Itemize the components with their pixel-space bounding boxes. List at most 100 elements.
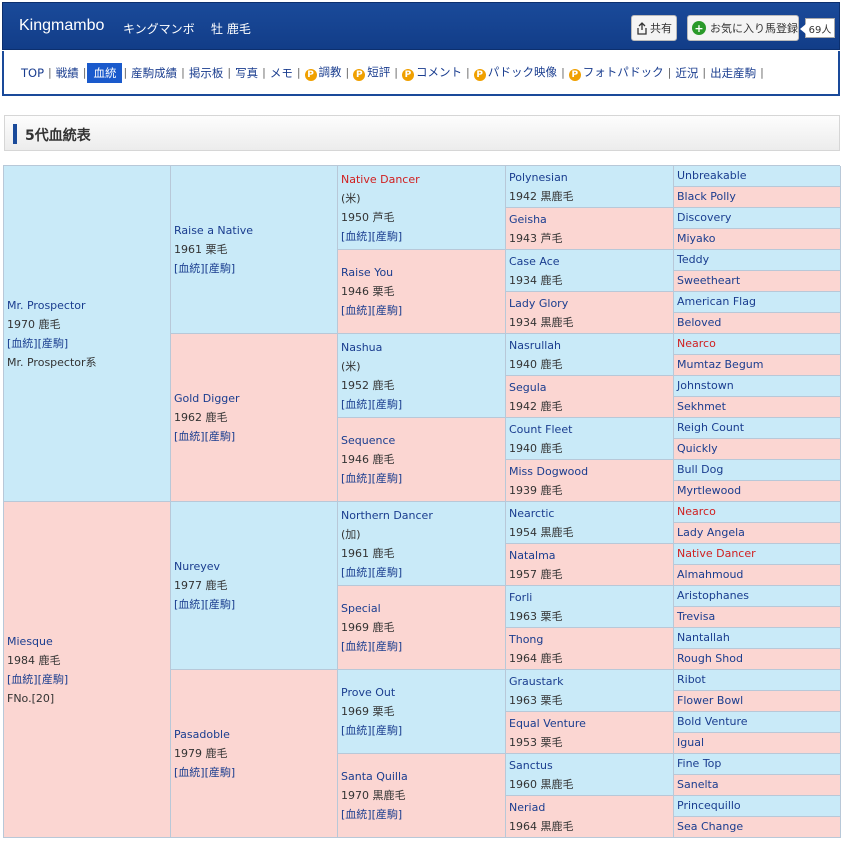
pedigree-links[interactable]: [血統][産駒] (174, 766, 236, 779)
nav-item[interactable]: 写真 (232, 63, 261, 83)
horse-link[interactable]: Graustark (509, 674, 564, 688)
horse-link[interactable]: Nantallah (677, 631, 730, 644)
horse-link[interactable]: Nasrullah (509, 338, 562, 352)
nav-item[interactable]: TOP (18, 64, 47, 82)
nav-item[interactable]: P 短評 (350, 62, 393, 83)
pedigree-cell: Nearco (674, 334, 841, 355)
nav-item[interactable]: 掲示板 (186, 63, 227, 83)
section-bar (13, 124, 17, 144)
horse-link[interactable]: Sequence (341, 434, 396, 447)
horse-link[interactable]: Reigh Count (677, 421, 745, 434)
share-button[interactable]: 共有 (631, 15, 677, 41)
nav-item[interactable]: 血統 (87, 62, 123, 83)
pedigree-links[interactable]: [血統][産駒] (341, 565, 403, 579)
horse-link[interactable]: Discovery (677, 211, 732, 224)
nav-item[interactable]: 産駒成績 (128, 63, 180, 83)
horse-link[interactable]: Sweetheart (677, 274, 741, 287)
horse-link[interactable]: Quickly (677, 442, 718, 455)
horse-link[interactable]: Prove Out (341, 686, 396, 699)
horse-link[interactable]: Raise a Native (174, 224, 254, 237)
horse-link[interactable]: Ribot (677, 673, 706, 686)
pedigree-cell: Teddy (674, 250, 841, 271)
nav-item[interactable]: P フォトパドック (566, 62, 667, 83)
nav-item[interactable]: メモ (267, 63, 296, 83)
horse-link[interactable]: Raise You (341, 266, 394, 279)
horse-link[interactable]: Polynesian (509, 170, 568, 184)
nav-item[interactable]: 戦績 (53, 63, 82, 83)
horse-link[interactable]: Natalma (509, 548, 556, 562)
horse-link[interactable]: Santa Quilla (341, 770, 408, 783)
horse-link[interactable]: Sanelta (677, 778, 719, 791)
horse-link[interactable]: Forli (509, 590, 533, 604)
horse-link[interactable]: Segula (509, 380, 547, 394)
nav-item[interactable]: P コメント (399, 62, 465, 83)
horse-link[interactable]: Sea Change (677, 820, 744, 833)
pedigree-links[interactable]: [血統][産駒] (341, 640, 403, 653)
pedigree-links[interactable]: [血統][産駒] (341, 724, 403, 737)
horse-link[interactable]: Fine Top (677, 757, 722, 770)
horse-link[interactable]: Bull Dog (677, 463, 724, 476)
pedigree-cell: Almahmoud (674, 565, 841, 586)
horse-link[interactable]: Black Polly (677, 190, 736, 203)
pedigree-links[interactable]: [血統][産駒] (174, 598, 236, 611)
favorite-button[interactable]: + お気に入り馬登録 (687, 15, 799, 41)
horse-link[interactable]: Mr. Prospector (7, 298, 86, 312)
pedigree-cell: Geisha 1943 芦毛 (506, 208, 674, 250)
horse-link[interactable]: Miss Dogwood (509, 464, 589, 478)
horse-link[interactable]: American Flag (677, 295, 756, 308)
horse-link[interactable]: Almahmoud (677, 568, 744, 581)
horse-link[interactable]: Nashua (341, 340, 383, 354)
horse-link[interactable]: Myrtlewood (677, 484, 742, 497)
pedigree-links[interactable]: [血統][産駒] (7, 672, 69, 686)
horse-link[interactable]: Native Dancer (341, 172, 420, 186)
horse-link[interactable]: Johnstown (677, 379, 734, 392)
pedigree-links[interactable]: [血統][産駒] (174, 430, 236, 443)
horse-link[interactable]: Rough Shod (677, 652, 743, 665)
horse-link[interactable]: Lady Angela (677, 526, 745, 539)
horse-link[interactable]: Pasadoble (174, 728, 230, 741)
horse-link[interactable]: Beloved (677, 316, 722, 329)
horse-link[interactable]: Mumtaz Begum (677, 358, 764, 371)
horse-link[interactable]: Northern Dancer (341, 508, 433, 522)
horse-origin: (米) (341, 191, 361, 205)
horse-link[interactable]: Unbreakable (677, 169, 747, 182)
horse-link[interactable]: Equal Venture (509, 716, 586, 730)
horse-link[interactable]: Trevisa (677, 610, 716, 623)
pedigree-links[interactable]: [血統][産駒] (341, 472, 403, 485)
horse-link[interactable]: Thong (509, 632, 544, 646)
horse-link[interactable]: Special (341, 602, 381, 615)
horse-link[interactable]: Aristophanes (677, 589, 750, 602)
horse-link[interactable]: Gold Digger (174, 392, 240, 405)
pedigree-links[interactable]: [血統][産駒] (174, 262, 236, 275)
horse-link[interactable]: Case Ace (509, 254, 560, 268)
pedigree-links[interactable]: [血統][産駒] (341, 397, 403, 411)
horse-link[interactable]: Princequillo (677, 799, 741, 812)
pedigree-links[interactable]: [血統][産駒] (341, 808, 403, 821)
nav-item[interactable]: 近況 (672, 63, 701, 83)
pedigree-links[interactable]: [血統][産駒] (7, 336, 69, 350)
horse-link[interactable]: Miesque (7, 634, 53, 648)
nav-item[interactable]: P 調教 (302, 62, 345, 83)
horse-link[interactable]: Nureyev (174, 560, 221, 573)
horse-link[interactable]: Sanctus (509, 758, 553, 772)
horse-link[interactable]: Bold Venture (677, 715, 748, 728)
horse-link[interactable]: Sekhmet (677, 400, 726, 413)
horse-link[interactable]: Teddy (677, 253, 710, 266)
pedigree-links[interactable]: [血統][産駒] (341, 304, 403, 317)
horse-link[interactable]: Flower Bowl (677, 694, 744, 707)
horse-link[interactable]: Native Dancer (677, 547, 756, 560)
horse-link[interactable]: Nearctic (509, 506, 555, 520)
nav-item[interactable]: P パドック映像 (471, 62, 560, 83)
nav-item-label: 出走産駒 (710, 65, 757, 80)
pedigree-cell: Trevisa (674, 607, 841, 628)
horse-link[interactable]: Miyako (677, 232, 716, 245)
horse-link[interactable]: Geisha (509, 212, 547, 226)
nav-item[interactable]: 出走産駒 (707, 63, 759, 83)
horse-link[interactable]: Nearco (677, 505, 716, 518)
horse-link[interactable]: Neriad (509, 800, 546, 814)
pedigree-links[interactable]: [血統][産駒] (341, 229, 403, 243)
horse-link[interactable]: Lady Glory (509, 296, 569, 310)
horse-link[interactable]: Count Fleet (509, 422, 573, 436)
horse-link[interactable]: Nearco (677, 337, 716, 350)
horse-link[interactable]: Igual (677, 736, 704, 749)
